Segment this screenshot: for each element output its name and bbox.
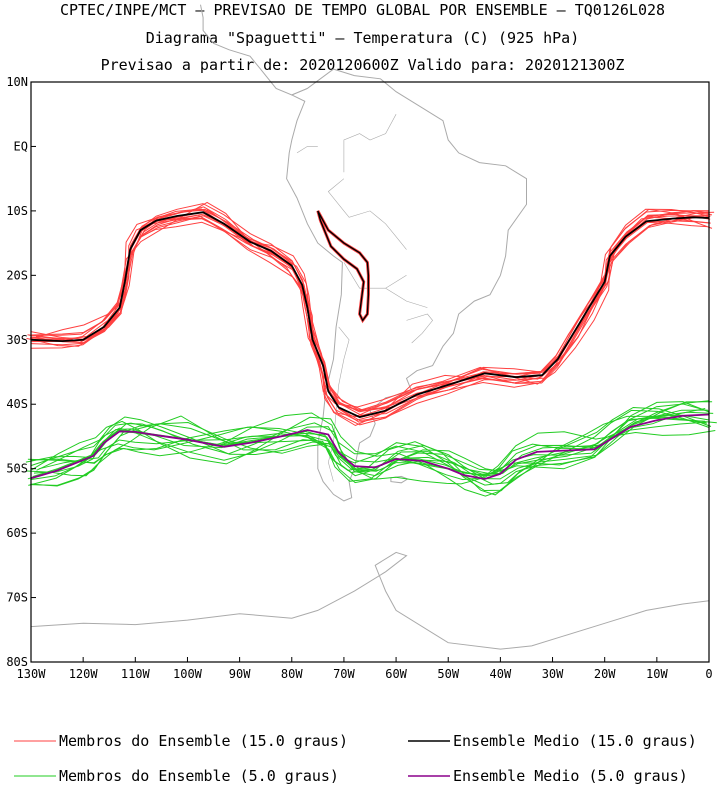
- lat-tick-label: 10S: [6, 204, 28, 218]
- members-15-group: [26, 201, 715, 427]
- member-5-line: [30, 415, 707, 481]
- continent-outlines: [30, 4, 710, 650]
- lon-tick-label: 100W: [173, 667, 203, 681]
- chart-title-line2: Diagrama "Spaguetti" – Temperatura (C) (…: [145, 29, 580, 47]
- falklands-outline: [390, 475, 409, 484]
- lat-tick-label: 10N: [6, 75, 28, 89]
- lat-tick-label: 70S: [6, 591, 28, 605]
- mean-5-line: [30, 413, 710, 480]
- country-border: [327, 178, 407, 250]
- mean-15-line: [30, 211, 710, 419]
- lon-tick-label: 0: [705, 667, 712, 681]
- lon-tick-label: 10W: [646, 667, 668, 681]
- lon-tick-label: 90W: [229, 667, 251, 681]
- andes-mean-contour: [317, 210, 370, 322]
- member-15-line: [34, 218, 707, 418]
- member-15-line: [29, 208, 711, 426]
- lon-tick-label: 80W: [281, 667, 303, 681]
- central-america-outline: [200, 4, 308, 96]
- member-15-line: [30, 203, 710, 422]
- lon-tick-label: 40W: [490, 667, 512, 681]
- map-frame: [30, 81, 710, 663]
- legend: Membros do Ensemble (15.0 graus) Ensemble…: [14, 732, 697, 785]
- member-15-line: [26, 209, 715, 412]
- country-border: [343, 114, 397, 173]
- member-5-line: [28, 416, 717, 486]
- lat-tick-label: 30S: [6, 333, 28, 347]
- lat-tick-label: 60S: [6, 526, 28, 540]
- lat-tick-label: 80S: [6, 655, 28, 669]
- member-5-line: [25, 403, 710, 482]
- member-5-line: [32, 421, 707, 478]
- lat-tick-label: 40S: [6, 397, 28, 411]
- lon-tick-label: 70W: [333, 667, 355, 681]
- latitude-axis: 10N EQ 10S 20S 30S 40S 50S 60S 70S 80S: [6, 75, 36, 669]
- member-15-line: [30, 206, 711, 423]
- lat-tick-label: 20S: [6, 268, 28, 282]
- chart-title-line3: Previsao a partir de: 2020120600Z Valido…: [100, 56, 625, 74]
- lon-tick-label: 30W: [542, 667, 564, 681]
- lon-tick-label: 20W: [594, 667, 616, 681]
- chart-title-line1: CPTEC/INPE/MCT – PREVISAO DE TEMPO GLOBA…: [59, 1, 666, 19]
- legend-mean-5-label: Ensemble Medio (5.0 graus): [453, 767, 688, 785]
- antarctica-outline: [30, 551, 710, 650]
- legend-mean-15-label: Ensemble Medio (15.0 graus): [453, 732, 697, 750]
- lat-tick-label: EQ: [14, 139, 28, 153]
- country-border: [406, 313, 433, 344]
- member-5-line: [30, 409, 710, 492]
- ensemble-mean-group: [30, 210, 710, 480]
- lon-tick-label: 130W: [17, 667, 47, 681]
- lon-tick-label: 50W: [437, 667, 459, 681]
- legend-members-15-label: Membros do Ensemble (15.0 graus): [59, 732, 348, 750]
- legend-members-5-label: Membros do Ensemble (5.0 graus): [59, 767, 339, 785]
- lon-tick-label: 110W: [121, 667, 151, 681]
- lon-tick-label: 120W: [69, 667, 99, 681]
- member-5-line: [31, 406, 712, 497]
- member-5-line: [27, 412, 716, 485]
- country-border: [296, 146, 318, 154]
- lon-tick-label: 60W: [385, 667, 407, 681]
- member-15-line: [30, 210, 710, 412]
- country-border: [385, 287, 428, 308]
- lat-tick-label: 50S: [6, 462, 28, 476]
- country-border: [343, 262, 407, 289]
- longitude-axis: 130W 120W 110W 100W 90W 80W 70W 60W 50W 40W 30W 20W…: [17, 657, 713, 681]
- member-15-line: [31, 214, 704, 408]
